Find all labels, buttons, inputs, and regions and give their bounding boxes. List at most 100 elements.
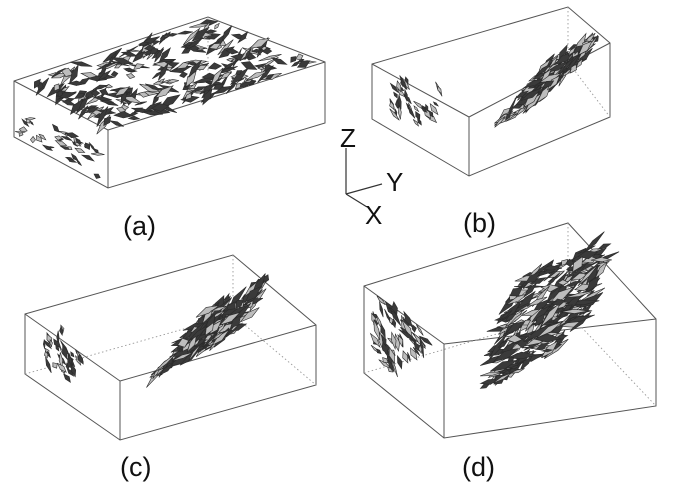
fracture-shard: [261, 64, 267, 75]
fracture-shard: [63, 373, 71, 383]
fracture-shard: [131, 107, 152, 113]
fracture-shard: [577, 264, 599, 287]
fracture-shard: [563, 290, 595, 299]
fracture-shard: [52, 362, 58, 369]
fracture-shard: [402, 350, 409, 364]
fracture-shard: [133, 63, 145, 70]
fracture-shard: [237, 30, 249, 44]
fracture-shard: [56, 362, 67, 373]
fracture-shard: [21, 118, 30, 128]
y-axis-line: [345, 183, 383, 195]
fracture-shard: [150, 103, 170, 112]
fracture-shard: [92, 96, 113, 101]
fracture-shard: [561, 68, 573, 78]
fracture-shard: [197, 316, 204, 325]
panel-b-label: (b): [463, 208, 496, 238]
fracture-shard: [509, 287, 523, 297]
fracture-shard: [533, 333, 562, 343]
fracture-shard: [158, 62, 169, 81]
fracture-shard: [51, 67, 66, 78]
fracture-shard: [73, 141, 82, 147]
fracture-shard: [54, 140, 68, 146]
fracture-shard: [213, 85, 233, 95]
fracture-shard: [510, 368, 525, 374]
fracture-shard: [36, 134, 43, 143]
fracture-shard: [397, 334, 404, 348]
fracture-shard: [429, 102, 439, 116]
fracture-shard: [583, 231, 605, 253]
fracture-shard: [395, 99, 400, 109]
fracture-shard: [125, 73, 136, 79]
fracture-shard: [142, 101, 162, 114]
fracture-shard: [418, 335, 433, 346]
fracture-shard: [412, 119, 420, 127]
panel-a-label: (a): [123, 211, 156, 241]
fracture-shard: [154, 85, 174, 99]
fracture-shard: [87, 75, 107, 82]
fracture-shard: [524, 271, 541, 284]
fracture-shard: [540, 348, 554, 353]
fracture-shard: [257, 66, 266, 70]
fracture-shard: [189, 325, 208, 341]
fracture-shard: [66, 158, 78, 163]
panel-a-fracture-network: [14, 19, 317, 179]
fracture-shard: [179, 71, 188, 79]
fracture-shard: [122, 67, 136, 73]
fracture-shard: [219, 70, 233, 80]
fracture-shard: [403, 310, 413, 329]
fracture-shard: [153, 61, 175, 68]
fracture-shard: [437, 85, 442, 95]
fracture-shard: [70, 362, 77, 378]
fracture-shard: [51, 123, 60, 133]
fracture-shard: [70, 351, 75, 358]
fracture-shard: [92, 84, 109, 90]
fracture-shard: [415, 111, 421, 120]
fracture-shard: [113, 63, 123, 69]
fracture-shard: [240, 307, 260, 323]
fracture-shard: [33, 78, 41, 89]
fracture-shard: [138, 41, 150, 47]
fracture-shard: [520, 88, 542, 101]
fracture-shard: [191, 86, 207, 93]
fracture-shard: [417, 117, 422, 126]
fracture-shard: [534, 313, 545, 327]
panel-c: (c): [24, 254, 317, 482]
fracture-shard: [68, 352, 72, 367]
fracture-shard: [523, 92, 540, 108]
fracture-shard: [411, 324, 417, 333]
fracture-shard: [185, 70, 197, 88]
fracture-shard: [154, 47, 164, 63]
fracture-shard: [188, 59, 202, 78]
fracture-shard: [107, 51, 117, 66]
fracture-shard: [177, 30, 193, 35]
panel-a: (a): [13, 16, 326, 241]
fracture-shard: [30, 135, 36, 144]
fracture-shard: [410, 347, 418, 361]
fracture-shard: [416, 324, 424, 336]
fracture-shard: [67, 80, 86, 86]
fracture-shard: [412, 346, 421, 357]
fracture-shard: [506, 334, 523, 343]
fracture-shard: [80, 154, 95, 162]
fracture-shard: [390, 357, 398, 378]
fracture-shard: [540, 265, 562, 271]
fracture-shard: [222, 25, 233, 42]
fracture-shard: [498, 368, 510, 374]
fracture-shard: [211, 329, 230, 347]
fracture-shard: [78, 105, 89, 120]
fracture-shard: [387, 359, 395, 373]
fracture-shard: [132, 50, 146, 63]
fracture-shard: [373, 319, 381, 341]
fracture-shard: [545, 61, 569, 73]
fracture-shard: [205, 321, 214, 337]
fracture-shard: [60, 86, 70, 92]
fracture-shard: [389, 108, 400, 121]
fracture-shard: [110, 70, 119, 78]
fracture-shard: [523, 324, 551, 343]
fracture-shard: [196, 47, 206, 51]
fracture-shard: [387, 307, 397, 314]
fracture-shard: [166, 78, 179, 83]
fracture-shard: [407, 105, 416, 119]
fracture-shard: [67, 360, 72, 369]
